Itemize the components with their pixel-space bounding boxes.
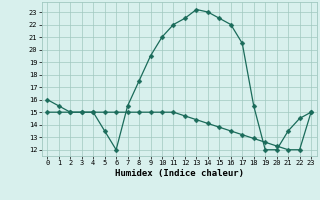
X-axis label: Humidex (Indice chaleur): Humidex (Indice chaleur): [115, 169, 244, 178]
